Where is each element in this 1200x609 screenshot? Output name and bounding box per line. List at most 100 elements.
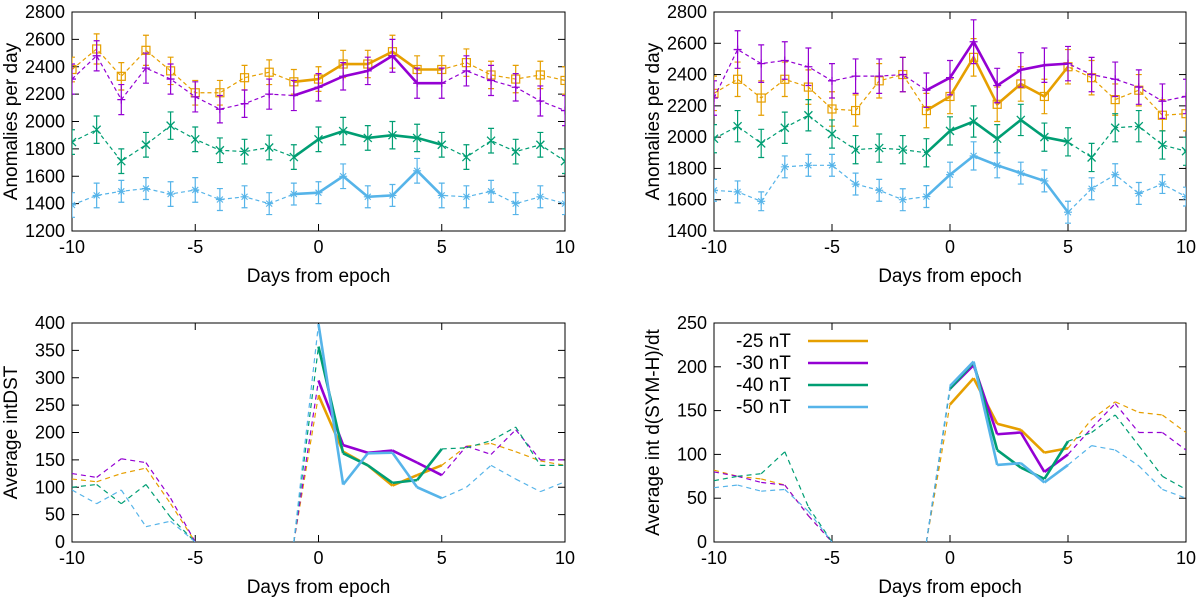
series-segment-dashed <box>714 471 738 477</box>
data-point <box>511 147 521 157</box>
x-axis-label: Days from epoch <box>247 266 391 287</box>
data-point <box>1111 75 1120 84</box>
data-point <box>946 170 954 179</box>
y-tick-label: 150 <box>35 450 65 470</box>
plot-area <box>72 33 565 218</box>
y-tick-label: 1400 <box>667 221 707 241</box>
data-point <box>92 51 101 60</box>
error-bar <box>714 178 717 202</box>
x-tick-label: -5 <box>187 548 203 568</box>
series-segment-solid <box>391 452 419 489</box>
series-minus40nT <box>72 346 565 542</box>
series-segment-dashed <box>293 324 320 542</box>
data-point <box>265 199 274 208</box>
series-segment-dashed <box>72 489 97 505</box>
series-minus50nT <box>72 323 565 542</box>
series-segment-dashed <box>1162 432 1186 451</box>
series-segment-solid <box>342 452 369 486</box>
series-segment-dashed <box>807 510 833 542</box>
error-bar <box>72 192 75 218</box>
series-segment-dashed <box>515 429 541 461</box>
series-segment-dashed <box>1114 414 1140 447</box>
data-point <box>1039 91 1050 102</box>
error-bar <box>562 66 565 95</box>
x-tick-label: -10 <box>701 237 727 257</box>
series-segment-dashed <box>490 442 516 453</box>
error-bar <box>758 80 765 116</box>
data-point <box>191 185 200 194</box>
series-segment-solid <box>416 461 443 477</box>
series-segment-dashed <box>72 483 97 488</box>
error-bar <box>1183 78 1186 115</box>
series-minus50nT <box>72 157 565 218</box>
series-segment-dashed <box>760 451 786 475</box>
data-point <box>780 56 789 65</box>
data-point <box>215 105 224 114</box>
data-point <box>141 184 150 193</box>
data-point <box>733 187 742 196</box>
series-segment-dashed <box>96 472 122 483</box>
data-point <box>1016 169 1025 178</box>
x-tick-label: -5 <box>824 548 840 568</box>
data-point <box>1110 123 1120 133</box>
data-point <box>780 162 789 171</box>
error-bar <box>72 129 75 155</box>
data-point <box>560 156 565 166</box>
data-point <box>757 197 766 206</box>
series-segment-dashed <box>1067 427 1093 455</box>
data-point <box>733 45 742 54</box>
x-axis-label: Days from epoch <box>247 577 391 598</box>
error-bar <box>72 63 75 95</box>
series-segment-solid <box>972 361 999 466</box>
series-segment-dashed <box>72 478 97 483</box>
data-point <box>363 192 372 201</box>
series-segment-dashed <box>170 520 196 542</box>
data-point <box>240 192 249 201</box>
data-point <box>116 71 126 81</box>
series-segment-dashed <box>1091 401 1116 420</box>
data-point <box>851 145 861 155</box>
data-point <box>141 64 150 73</box>
y-tick-label: 100 <box>677 444 707 464</box>
data-point <box>289 190 298 199</box>
x-tick-label: -10 <box>701 548 727 568</box>
data-point <box>1134 121 1144 131</box>
data-point <box>851 180 860 189</box>
data-point <box>166 190 175 199</box>
series-segment-solid <box>317 323 345 485</box>
x-tick-label: -10 <box>59 237 85 257</box>
y-tick-label: 1200 <box>25 221 65 241</box>
data-point <box>239 73 250 83</box>
legend-label: -40 nT <box>736 375 791 396</box>
series-segment-solid <box>1019 428 1046 454</box>
series-segment-solid <box>997 431 1021 436</box>
data-point <box>437 191 446 200</box>
series-segment-dashed <box>1114 403 1140 433</box>
series-segment-solid <box>1043 453 1069 473</box>
data-point <box>1064 208 1072 217</box>
y-tick-label: 100 <box>35 477 65 497</box>
y-tick-label: 150 <box>677 401 707 421</box>
data-point <box>1039 132 1049 142</box>
error-bar <box>852 94 859 127</box>
plot-area <box>72 323 565 542</box>
series-segment-dashed <box>170 503 196 542</box>
data-point <box>117 95 126 104</box>
x-axis-label: Days from epoch <box>878 266 1022 287</box>
series-segment-dashed <box>1067 431 1092 442</box>
y-tick-label: 2200 <box>25 84 65 104</box>
x-tick-label: 0 <box>313 237 323 257</box>
data-point <box>339 72 348 81</box>
data-point <box>72 137 77 147</box>
series-segment-dashed <box>1162 488 1186 499</box>
data-point <box>1182 92 1186 101</box>
data-point <box>511 83 520 92</box>
data-point <box>1181 146 1186 156</box>
data-point <box>1087 70 1096 79</box>
series-segment-dashed <box>737 475 762 484</box>
series-segment-solid <box>342 452 369 467</box>
data-point <box>314 188 323 197</box>
error-bar <box>562 94 565 127</box>
